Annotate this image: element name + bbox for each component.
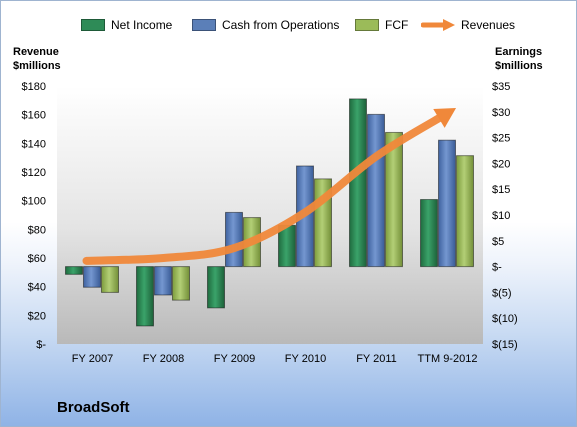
bar-cash-from-operations <box>154 266 172 296</box>
bar-cash-from-operations <box>83 266 101 288</box>
legend-label-revenues: Revenues <box>461 18 516 32</box>
legend-item-fcf: FCF <box>355 15 408 35</box>
bar-net-income <box>136 266 154 327</box>
legend-item-net-income: Net Income <box>81 15 172 35</box>
right-axis-tick-label: $(10) <box>492 313 518 325</box>
bar-net-income <box>420 199 438 268</box>
category-label: FY 2008 <box>143 353 184 365</box>
right-axis-title: Earnings $millions <box>495 45 543 73</box>
left-axis-tick-label: $20 <box>28 310 46 322</box>
bar-net-income <box>278 224 296 268</box>
right-axis-tick-label: $5 <box>492 236 504 248</box>
left-axis-tick-label: $- <box>36 339 46 351</box>
bar-cash-from-operations <box>367 113 385 268</box>
right-axis-tick-label: $(5) <box>492 287 512 299</box>
right-axis-tick-label: $15 <box>492 184 510 196</box>
category-label: FY 2011 <box>356 353 397 365</box>
left-axis-title: Revenue $millions <box>13 45 61 73</box>
legend-swatch-cash-from-operations <box>192 19 216 31</box>
left-axis-tick-label: $80 <box>28 224 46 236</box>
right-axis-title-line1: Earnings <box>495 46 543 58</box>
left-axis-tick-label: $120 <box>22 167 46 179</box>
left-axis-tick-label: $160 <box>22 110 46 122</box>
revenues-arrowhead <box>433 108 457 128</box>
company-name: BroadSoft <box>57 399 130 416</box>
plot-area-background <box>57 86 483 344</box>
legend-arrow-icon <box>421 19 455 31</box>
legend-item-revenues: Revenues <box>421 15 515 35</box>
category-label: FY 2009 <box>214 353 255 365</box>
right-axis-title-line2: $millions <box>495 60 543 72</box>
legend-item-cash-from-operations: Cash from Operations <box>192 15 339 35</box>
legend-label-net-income: Net Income <box>111 18 173 32</box>
category-label: FY 2007 <box>72 353 113 365</box>
category-label: FY 2010 <box>285 353 326 365</box>
bar-fcf <box>172 266 190 301</box>
bar-net-income <box>349 98 367 268</box>
legend-swatch-net-income <box>81 19 105 31</box>
legend-label-fcf: FCF <box>385 18 409 32</box>
left-axis-title-line1: Revenue <box>13 46 59 58</box>
right-axis-tick-label: $20 <box>492 158 510 170</box>
left-axis-tick-label: $180 <box>22 81 46 93</box>
left-axis-tick-label: $60 <box>28 253 46 265</box>
legend-swatch-fcf <box>355 19 379 31</box>
right-axis-tick-label: $30 <box>492 107 510 119</box>
bar-cash-from-operations <box>225 211 243 268</box>
right-axis-tick-label: $35 <box>492 81 510 93</box>
bar-net-income <box>207 266 225 309</box>
legend-label-cash-from-operations: Cash from Operations <box>222 18 340 32</box>
bar-net-income <box>65 266 83 275</box>
left-axis-tick-label: $140 <box>22 138 46 150</box>
chart-legend: Net Income Cash from Operations FCF Reve… <box>1 15 576 35</box>
bar-fcf <box>101 266 119 293</box>
bar-fcf <box>385 131 403 268</box>
left-axis-title-line2: $millions <box>13 60 61 72</box>
revenues-line <box>82 109 452 265</box>
right-axis-tick-label: $- <box>492 262 502 274</box>
right-axis-tick-label: $25 <box>492 133 510 145</box>
bar-fcf <box>456 155 474 268</box>
bar-cash-from-operations <box>438 139 456 268</box>
category-label: TTM 9-2012 <box>418 353 478 365</box>
right-axis-tick-label: $10 <box>492 210 510 222</box>
left-axis-tick-label: $40 <box>28 282 46 294</box>
left-axis-tick-label: $100 <box>22 196 46 208</box>
right-axis-tick-label: $(15) <box>492 339 518 351</box>
